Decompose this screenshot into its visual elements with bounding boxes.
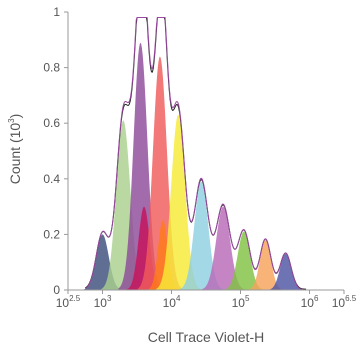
- y-axis-title: Count (103): [7, 114, 23, 185]
- histogram-peak-10: [224, 231, 264, 290]
- x-tick-label: 104: [163, 294, 181, 310]
- x-tick-label: 106: [301, 294, 319, 310]
- x-ticks: 102.5 103 104 105 106 106.5: [56, 290, 357, 310]
- x-tick-label: 106.5: [332, 294, 357, 310]
- x-axis-title: Cell Trace Violet-H: [148, 329, 264, 345]
- histogram-peak-9: [201, 206, 246, 290]
- x-tick-label: 102.5: [56, 294, 81, 310]
- histogram-areas: [82, 42, 304, 291]
- y-ticks: 0 0.2 0.4 0.6 0.8 1: [43, 5, 68, 297]
- y-tick-label: 0.2: [43, 227, 60, 241]
- y-tick-label: 0.8: [43, 61, 60, 75]
- y-tick-label: 0: [53, 283, 60, 297]
- histogram-peak-11: [247, 239, 284, 290]
- histogram-peak-7: [156, 114, 201, 290]
- envelope-lines: [84, 17, 307, 291]
- x-tick-label: 105: [232, 294, 250, 310]
- y-axis-title-main: Count (10: [7, 123, 23, 185]
- axes: [67, 12, 344, 291]
- y-axis-title-exponent: 3: [7, 118, 16, 123]
- histogram-peak-8: [179, 181, 224, 290]
- y-tick-label: 1: [53, 5, 60, 19]
- y-tick-label: 0.4: [43, 172, 60, 186]
- y-tick-label: 0.6: [43, 116, 60, 130]
- envelope-line-2: [84, 17, 307, 291]
- x-tick-label: 103: [94, 294, 112, 310]
- y-axis-title-close: ): [7, 114, 23, 119]
